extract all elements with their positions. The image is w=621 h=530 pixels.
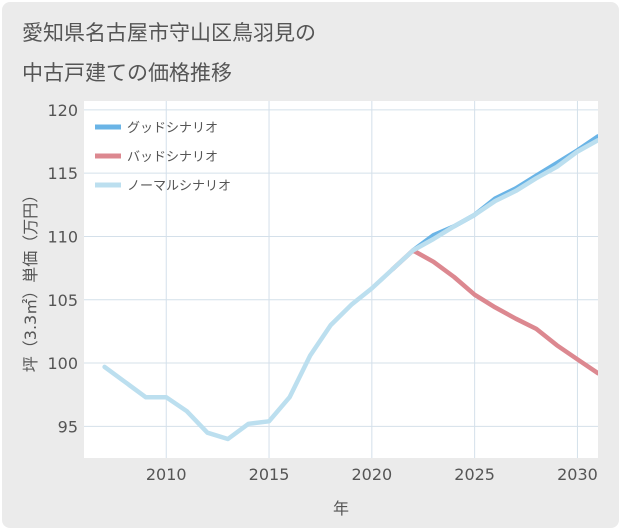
- y-axis-label: 坪（3.3㎡）単価（万円）: [21, 187, 40, 372]
- x-tick-label: 2020: [351, 465, 392, 484]
- legend-good-scenario-label: グッドシナリオ: [127, 121, 218, 136]
- legend-bad-scenario-label: バッドシナリオ: [127, 150, 218, 165]
- bad-scenario-line: [390, 248, 598, 376]
- normal-scenario-line: [102, 137, 598, 442]
- x-axis-label: 年: [333, 499, 349, 518]
- y-tick-label: 100: [47, 354, 78, 373]
- x-tick-label: 2030: [557, 465, 598, 484]
- chart-title-line-1: 愛知県名古屋市守山区鳥羽見の: [22, 21, 316, 45]
- y-tick-label: 120: [47, 101, 78, 120]
- y-tick-label: 115: [47, 164, 78, 183]
- x-tick-label: 2025: [454, 465, 495, 484]
- y-tick-label: 95: [58, 417, 78, 436]
- legend-normal-scenario-label: ノーマルシナリオ: [127, 179, 231, 194]
- x-tick-label: 2010: [146, 465, 187, 484]
- chart-title-line-2: 中古戸建ての価格推移: [22, 61, 232, 85]
- y-tick-label: 110: [47, 227, 78, 246]
- x-tick-label: 2015: [249, 465, 290, 484]
- y-tick-label: 105: [47, 291, 78, 310]
